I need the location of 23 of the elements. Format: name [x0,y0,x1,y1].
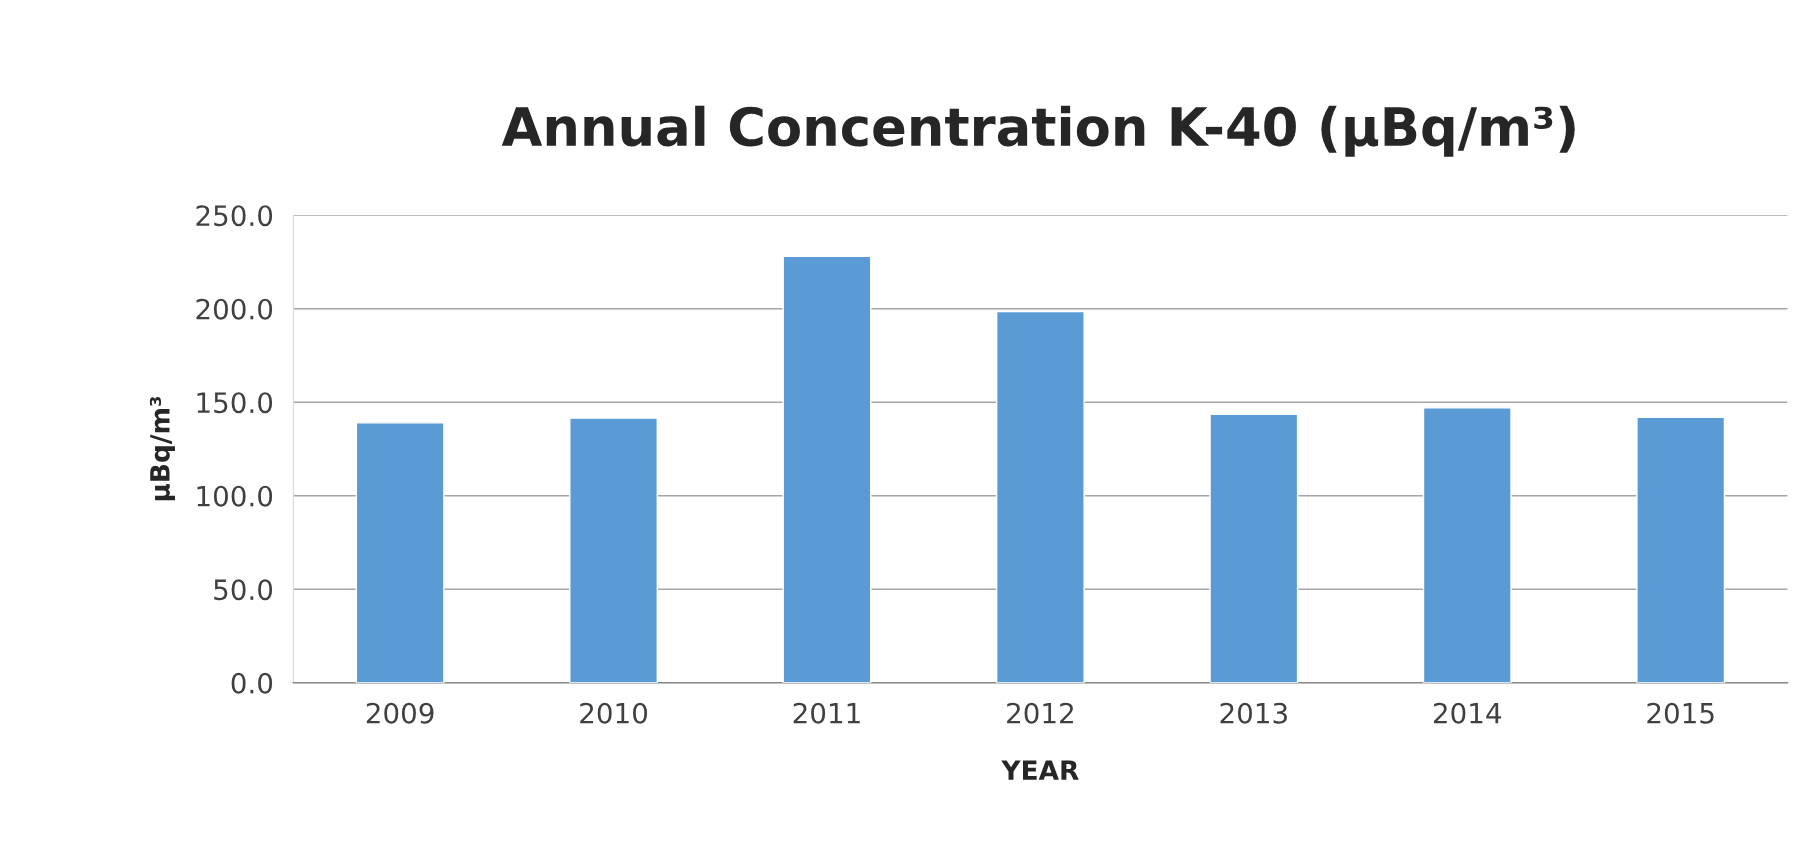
bar [782,255,872,683]
chart-title: Annual Concentration K-40 (µBq/m³) [501,105,1575,157]
y-tick-label: 100.0 [197,485,273,507]
x-tick-label: 2011 [793,702,860,724]
y-tick-label: 50.0 [214,579,273,601]
y-axis-title: µBq/m³ [149,396,175,501]
x-tick-label: 2014 [1433,702,1502,724]
x-tick-label: 2012 [1007,702,1073,724]
x-tick-label: 2009 [366,702,434,724]
bar [1209,413,1299,683]
bar [355,422,445,683]
y-tick-label: 0.0 [231,672,273,694]
y-tick-label: 150.0 [197,392,273,414]
bar [569,417,658,683]
bar [1422,407,1512,683]
bar [1636,416,1726,683]
bar [995,310,1085,683]
y-tick-label: 250.0 [196,205,273,227]
x-tick-label: 2013 [1220,702,1287,724]
y-tick-label: 200.0 [196,298,273,320]
x-tick-label: 2015 [1647,702,1714,724]
x-tick-label: 2010 [580,702,648,724]
x-axis-title: YEAR [1001,760,1079,780]
